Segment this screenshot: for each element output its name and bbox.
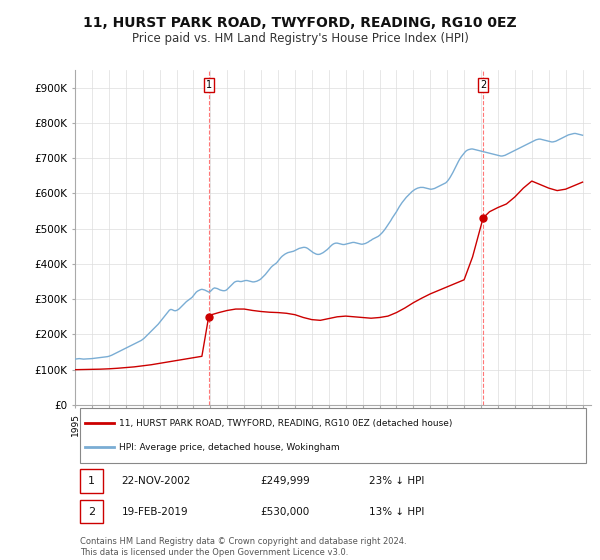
Text: Price paid vs. HM Land Registry's House Price Index (HPI): Price paid vs. HM Land Registry's House … [131, 32, 469, 45]
Text: HPI: Average price, detached house, Wokingham: HPI: Average price, detached house, Woki… [119, 443, 340, 452]
FancyBboxPatch shape [80, 408, 586, 463]
Text: 19-FEB-2019: 19-FEB-2019 [121, 507, 188, 516]
Text: 2: 2 [88, 507, 95, 516]
Text: £530,000: £530,000 [261, 507, 310, 516]
Text: 11, HURST PARK ROAD, TWYFORD, READING, RG10 0EZ (detached house): 11, HURST PARK ROAD, TWYFORD, READING, R… [119, 419, 452, 428]
Text: 2: 2 [480, 80, 486, 90]
Text: £249,999: £249,999 [261, 476, 311, 486]
Text: 1: 1 [88, 476, 95, 486]
FancyBboxPatch shape [80, 469, 103, 493]
Text: 13% ↓ HPI: 13% ↓ HPI [369, 507, 424, 516]
Text: 23% ↓ HPI: 23% ↓ HPI [369, 476, 424, 486]
Text: Contains HM Land Registry data © Crown copyright and database right 2024.
This d: Contains HM Land Registry data © Crown c… [80, 538, 407, 557]
Text: 22-NOV-2002: 22-NOV-2002 [121, 476, 191, 486]
Text: 11, HURST PARK ROAD, TWYFORD, READING, RG10 0EZ: 11, HURST PARK ROAD, TWYFORD, READING, R… [83, 16, 517, 30]
FancyBboxPatch shape [80, 500, 103, 524]
Text: 1: 1 [206, 80, 212, 90]
